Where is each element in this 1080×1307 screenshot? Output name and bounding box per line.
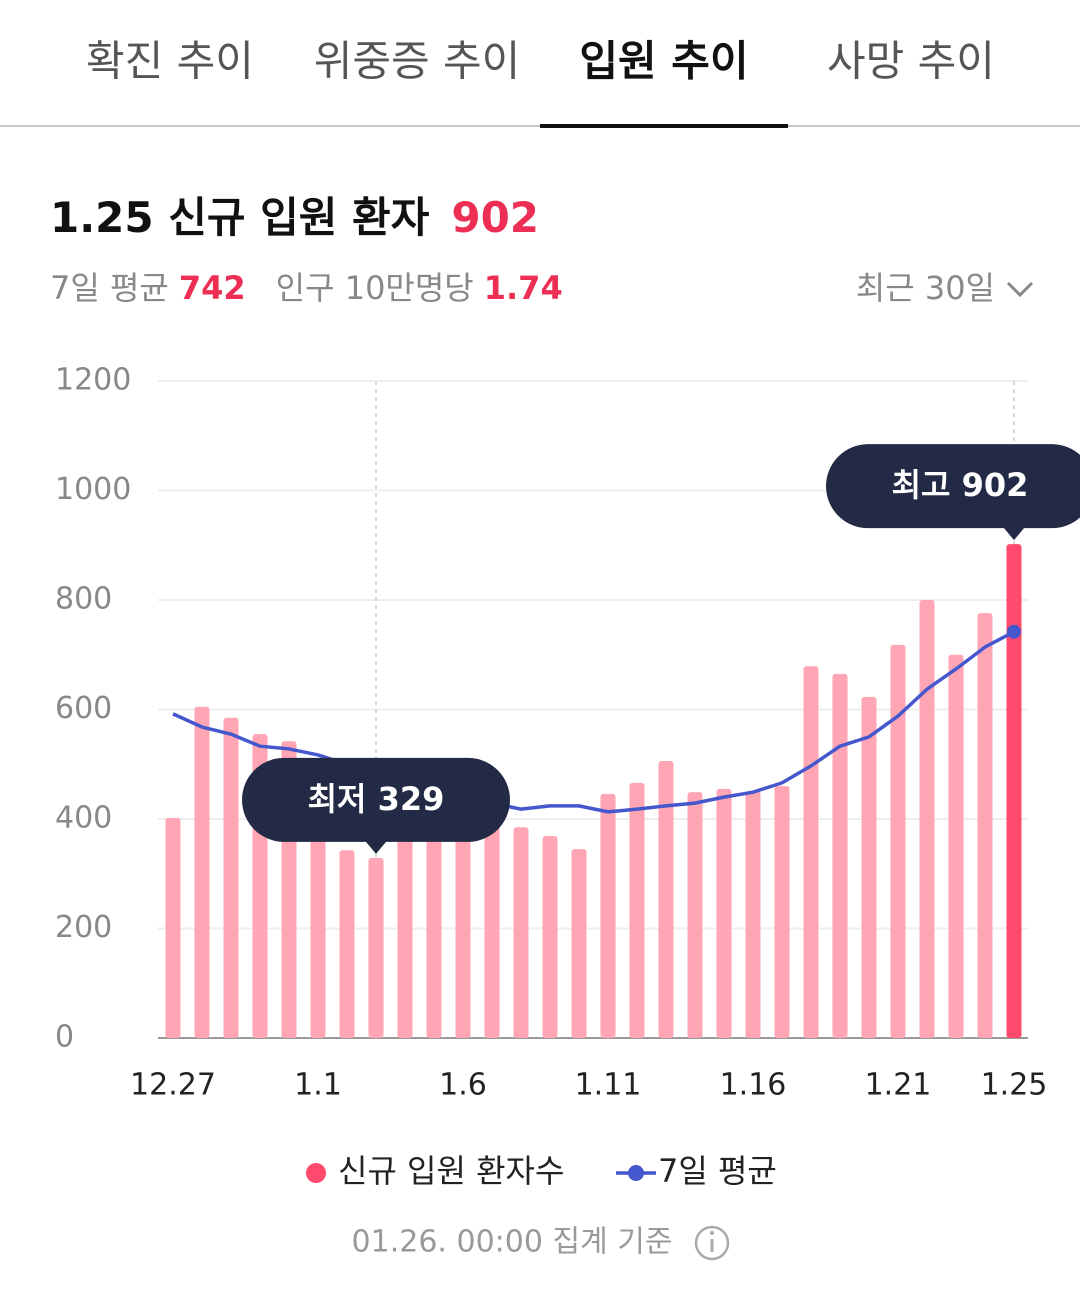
bar — [542, 835, 558, 1038]
y-tick-label: 0 — [55, 1020, 74, 1055]
avg-end-dot — [1007, 624, 1021, 639]
tab[interactable]: 위중증 추이 — [314, 37, 521, 86]
x-tick-label: 12.27 — [130, 1068, 216, 1103]
bar — [687, 792, 703, 1038]
y-tick-label: 1200 — [55, 363, 131, 398]
bar — [223, 717, 239, 1038]
bar — [890, 644, 906, 1038]
bar — [948, 654, 964, 1038]
bar — [397, 819, 413, 1038]
x-tick-label: 1.1 — [294, 1068, 342, 1103]
bar — [194, 706, 210, 1038]
bar — [774, 786, 790, 1038]
tooltip-text: 최고 902 — [892, 466, 1029, 504]
avg-label: 7일 평균 — [50, 269, 169, 307]
bar — [339, 850, 355, 1038]
bar — [484, 817, 500, 1038]
tab[interactable]: 사망 추이 — [827, 37, 995, 86]
title: 1.25 신규 입원 환자 902 — [50, 193, 539, 242]
tab[interactable]: 확진 추이 — [86, 37, 254, 86]
bar — [832, 673, 848, 1038]
bar — [803, 666, 819, 1038]
bar — [600, 793, 616, 1038]
x-tick-label: 1.16 — [720, 1068, 787, 1103]
per-value: 1.74 — [484, 269, 563, 307]
x-tick-label: 1.6 — [439, 1068, 487, 1103]
y-tick-label: 600 — [55, 691, 112, 726]
bar — [571, 849, 587, 1038]
legend-dot — [628, 1165, 644, 1181]
info-icon-dot — [710, 1231, 714, 1235]
bar — [919, 600, 935, 1038]
legend-label: 7일 평균 — [658, 1152, 777, 1190]
x-tick-label: 1.21 — [865, 1068, 932, 1103]
tooltip-box — [826, 444, 1080, 541]
bar — [165, 817, 181, 1038]
tab[interactable]: 입원 추이 — [579, 37, 748, 86]
tooltip-text: 최저 329 — [308, 780, 445, 818]
per-label: 인구 10만명당 — [276, 269, 474, 307]
tab-indicator — [540, 124, 788, 128]
bar — [426, 813, 442, 1038]
legend-marker — [306, 1163, 326, 1183]
bar — [977, 613, 993, 1038]
bar — [368, 857, 384, 1038]
subtitle: 7일 평균 742 인구 10만명당 1.74 — [50, 269, 563, 307]
y-tick-label: 400 — [55, 801, 112, 836]
y-tick-label: 1000 — [55, 472, 131, 507]
legend-label: 신규 입원 환자수 — [338, 1152, 564, 1190]
x-tick-label: 1.11 — [575, 1068, 642, 1103]
range-selector[interactable]: 최근 30일 — [856, 269, 995, 307]
bar — [745, 791, 761, 1038]
bar — [455, 802, 471, 1038]
avg-line — [172, 630, 1015, 814]
bar — [629, 782, 645, 1038]
bar — [513, 827, 529, 1038]
y-tick-label: 800 — [55, 582, 112, 617]
y-tick-label: 200 — [55, 910, 112, 945]
bar — [861, 696, 877, 1038]
dropdown-icon[interactable] — [1006, 281, 1034, 298]
avg-value: 742 — [179, 269, 246, 307]
info-icon[interactable] — [694, 1225, 730, 1261]
bar — [716, 788, 732, 1038]
bar — [658, 760, 674, 1038]
title-value: 902 — [451, 193, 539, 242]
title-text: 1.25 신규 입원 환자 — [50, 193, 430, 242]
x-tick-label: 1.25 — [981, 1068, 1048, 1103]
bar — [1006, 544, 1022, 1038]
tooltip-box — [242, 757, 511, 854]
footer: 01.26. 00:00 집계 기준 — [352, 1225, 673, 1260]
